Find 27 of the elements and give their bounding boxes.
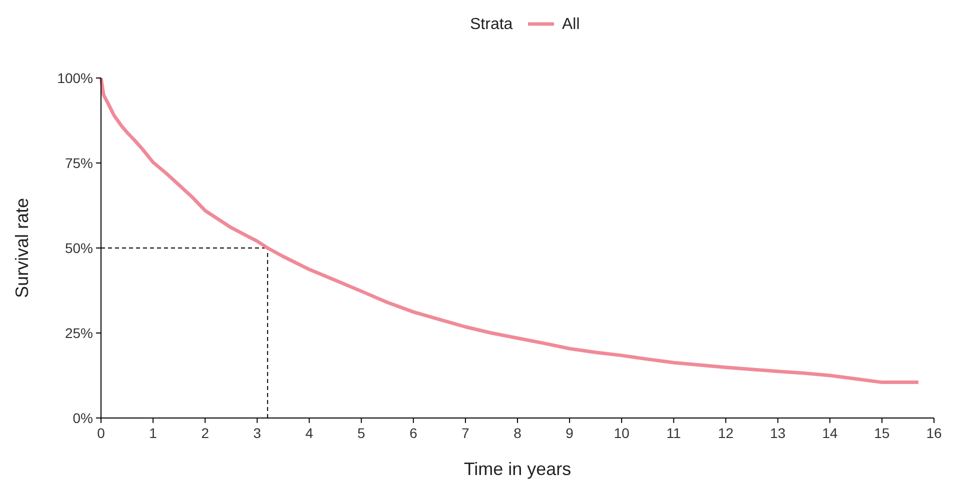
x-tick-label: 1 [149, 425, 158, 441]
x-tick-label: 3 [253, 425, 262, 441]
x-tick-label: 5 [357, 425, 366, 441]
x-tick-label: 8 [514, 425, 522, 441]
x-tick-label: 15 [874, 425, 890, 441]
y-tick-label: 100% [57, 70, 93, 86]
x-tick-label: 12 [718, 425, 734, 441]
x-tick-label: 13 [770, 425, 786, 441]
x-tick-label: 2 [201, 425, 210, 441]
x-tick-label: 14 [822, 425, 838, 441]
x-tick-label: 0 [97, 425, 106, 441]
x-tick-label: 9 [566, 425, 574, 441]
x-tick-label: 7 [462, 425, 470, 441]
y-tick-label: 25% [64, 325, 93, 341]
legend-title: Strata [470, 16, 513, 33]
x-axis-title: Time in years [464, 459, 572, 479]
x-tick-label: 16 [926, 425, 942, 441]
legend-label: All [562, 16, 580, 33]
y-axis-title: Survival rate [12, 198, 32, 298]
y-tick-label: 50% [64, 240, 93, 256]
x-tick-label: 10 [614, 425, 630, 441]
x-tick-label: 11 [666, 425, 682, 441]
x-tick-label: 6 [409, 425, 418, 441]
x-tick-label: 4 [305, 425, 314, 441]
y-tick-label: 75% [64, 155, 93, 171]
line-series [99, 76, 920, 384]
y-tick-label: 0% [72, 410, 93, 426]
